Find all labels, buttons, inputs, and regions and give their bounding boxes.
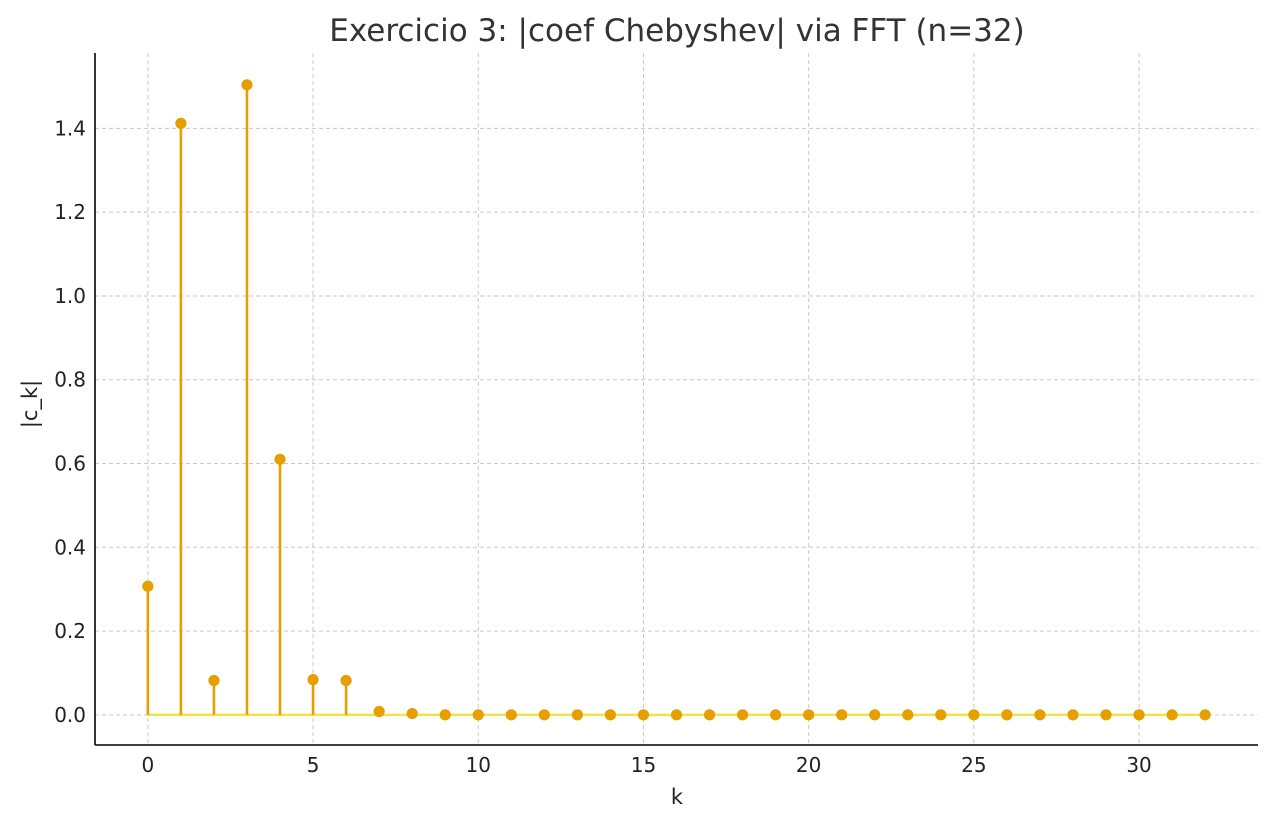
markers	[142, 79, 1211, 721]
y-tick-label: 0.0	[54, 703, 86, 727]
stem-marker	[1166, 709, 1178, 721]
x-tick-label: 10	[466, 753, 491, 777]
chart-title: Exercicio 3: |coef Chebyshev| via FFT (n…	[329, 13, 1024, 49]
stem-marker	[869, 709, 881, 721]
stem-marker	[340, 674, 352, 687]
stem-marker	[208, 674, 220, 687]
stem-marker	[968, 709, 980, 721]
stem-marker	[604, 709, 617, 721]
stem-marker	[505, 709, 517, 721]
y-tick-label: 0.6	[54, 452, 86, 476]
x-tick-label: 25	[961, 753, 986, 777]
stem-marker	[1034, 709, 1046, 721]
stem-marker	[406, 707, 418, 720]
y-ticks: 0.0 0.2 0.4 0.6 0.8 1.0 1.2 1.4	[54, 116, 86, 726]
x-ticks: 0 5 10 15 20 25 30	[141, 753, 1151, 777]
x-tick-label: 5	[307, 753, 320, 777]
stem-marker	[836, 709, 848, 721]
stem-marker	[1199, 709, 1211, 721]
y-tick-label: 0.4	[54, 535, 86, 559]
axes	[94, 53, 1258, 746]
x-tick-label: 20	[796, 753, 821, 777]
x-axis-label: k	[671, 785, 684, 809]
stem-marker	[307, 674, 319, 686]
x-tick-label: 30	[1126, 753, 1151, 777]
stem-marker	[1100, 709, 1112, 721]
stem-marker	[1133, 709, 1145, 721]
stem-marker	[538, 709, 550, 721]
stem-marker	[373, 705, 385, 718]
stem-marker	[803, 709, 815, 721]
stem-marker	[935, 709, 947, 721]
y-tick-label: 1.0	[54, 284, 86, 308]
stem-marker	[703, 709, 716, 721]
y-axis-label: |c_k|	[18, 380, 43, 428]
stem-marker	[472, 709, 484, 721]
y-tick-label: 0.2	[54, 619, 86, 643]
stem-marker	[902, 709, 914, 721]
y-tick-label: 1.2	[54, 200, 86, 224]
stem-marker	[736, 709, 749, 721]
y-tick-label: 0.8	[54, 368, 86, 392]
stem-marker	[175, 117, 187, 129]
stem-marker	[670, 709, 683, 721]
grid	[95, 53, 1258, 745]
stem-marker	[142, 580, 154, 592]
y-tick-label: 1.4	[54, 116, 86, 140]
stem-marker	[1001, 709, 1013, 721]
stem-marker	[1067, 709, 1079, 721]
stems	[146, 84, 414, 715]
stem-marker	[439, 709, 451, 721]
stem-marker	[274, 453, 286, 465]
stem-marker	[241, 79, 253, 91]
x-tick-label: 0	[141, 753, 154, 777]
stem-marker	[770, 709, 782, 721]
stem-marker	[637, 709, 650, 721]
x-tick-label: 15	[631, 753, 656, 777]
stem-marker	[571, 709, 583, 721]
